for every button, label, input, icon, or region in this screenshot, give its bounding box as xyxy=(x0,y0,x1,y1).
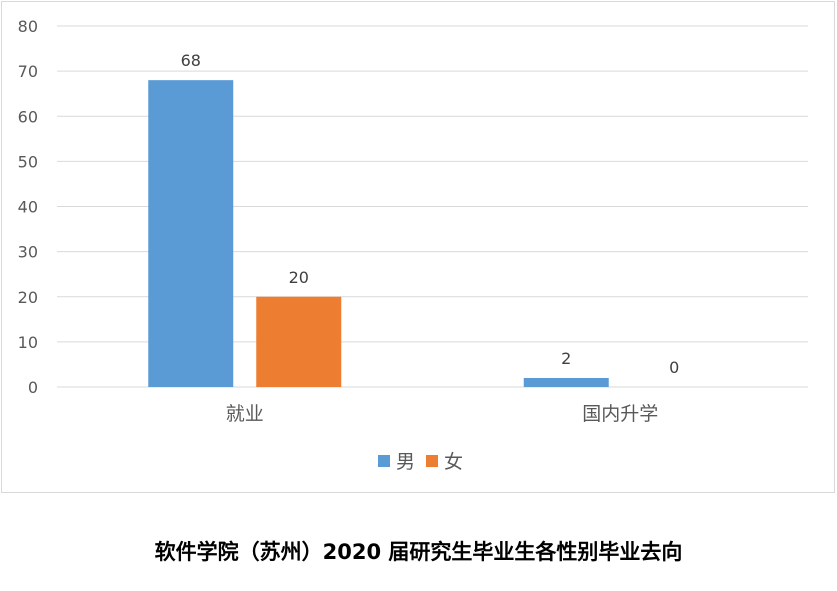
y-tick-label: 0 xyxy=(28,378,38,397)
data-label: 68 xyxy=(181,51,201,70)
y-tick-label: 80 xyxy=(18,17,38,36)
y-tick-label: 30 xyxy=(18,243,38,262)
bar-female xyxy=(256,296,342,387)
y-tick-label: 50 xyxy=(18,152,38,171)
figure-caption: 软件学院（苏州）2020 届研究生毕业生各性别毕业去向 xyxy=(154,540,683,564)
legend-label: 男 xyxy=(396,451,415,473)
y-tick-label: 20 xyxy=(18,288,38,307)
y-tick-label: 10 xyxy=(18,333,38,352)
data-label: 2 xyxy=(561,349,571,368)
bar-male xyxy=(148,80,234,388)
y-tick-label: 40 xyxy=(18,198,38,217)
legend-swatch-male xyxy=(378,455,390,467)
legend-swatch-female xyxy=(426,455,438,467)
data-label: 0 xyxy=(669,358,679,377)
legend-label: 女 xyxy=(444,451,463,473)
y-tick-label: 60 xyxy=(18,107,38,126)
x-category-label: 国内升学 xyxy=(582,403,658,425)
chart-canvas: 010203040506070806820就业2 0国内升学男女 xyxy=(18,17,808,473)
y-tick-label: 70 xyxy=(18,62,38,81)
bar-male xyxy=(523,377,609,387)
chart-area xyxy=(1,1,835,493)
data-label: 20 xyxy=(289,268,309,287)
x-category-label: 就业 xyxy=(226,403,264,425)
